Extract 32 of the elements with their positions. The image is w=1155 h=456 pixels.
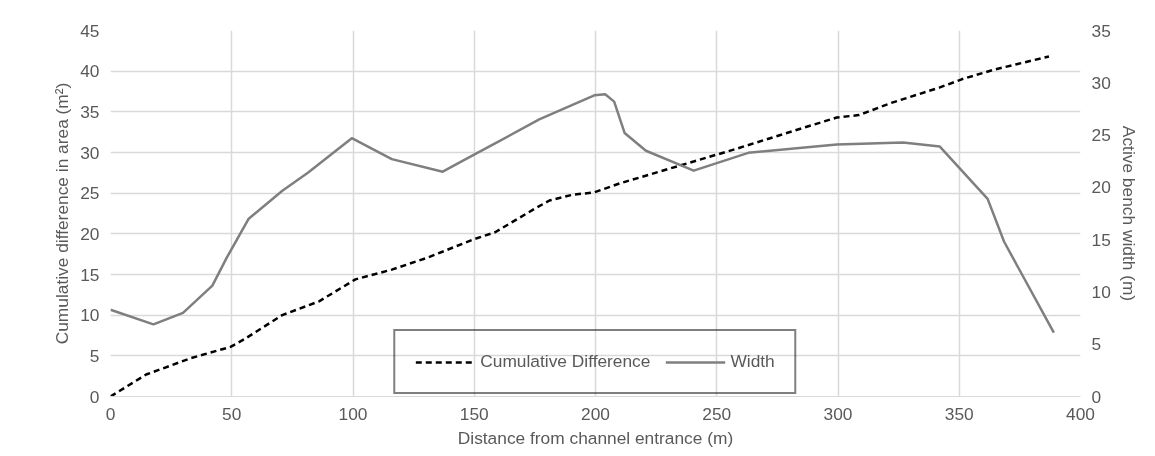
y-tick-label: 0 [89,386,100,407]
y-tick-label: 20 [80,223,100,244]
y-axis-title: Cumulative difference in area (m²) [52,82,73,345]
x-tick-label: 200 [581,403,610,424]
x-tick-label: 0 [105,403,116,424]
y2-tick-label: 20 [1091,177,1111,198]
y2-tick-label: 5 [1091,334,1102,355]
y-tick-label: 15 [80,264,100,285]
y-tick-label: 30 [80,142,100,163]
y2-tick-label: 25 [1091,125,1111,146]
y-tick-label: 40 [80,61,100,82]
y2-tick-label: 30 [1091,72,1111,93]
x-tick-label: 350 [944,403,974,424]
line-series [110,93,1056,334]
y-tick-label: 10 [80,305,100,326]
x-tick-label: 100 [338,403,368,424]
x-tick-label: 300 [823,403,853,424]
legend-label: Width [730,351,775,372]
y-tick-label: 45 [80,20,100,41]
legend-label: Cumulative Difference [480,351,651,372]
y2-tick-label: 10 [1091,281,1111,302]
y-tick-label: 5 [89,345,100,366]
y-tick-label: 25 [80,183,100,204]
x-tick-label: 250 [702,403,732,424]
x-tick-label: 50 [222,403,242,424]
y2-tick-label: 15 [1091,229,1111,250]
line-series [110,55,1051,397]
y2-tick-label: 35 [1091,20,1111,41]
x-axis-title: Distance from channel entrance (m) [457,427,734,448]
y2-axis-title: Active bench width (m) [1118,125,1139,302]
y-tick-label: 35 [80,101,100,122]
x-tick-label: 150 [459,403,489,424]
